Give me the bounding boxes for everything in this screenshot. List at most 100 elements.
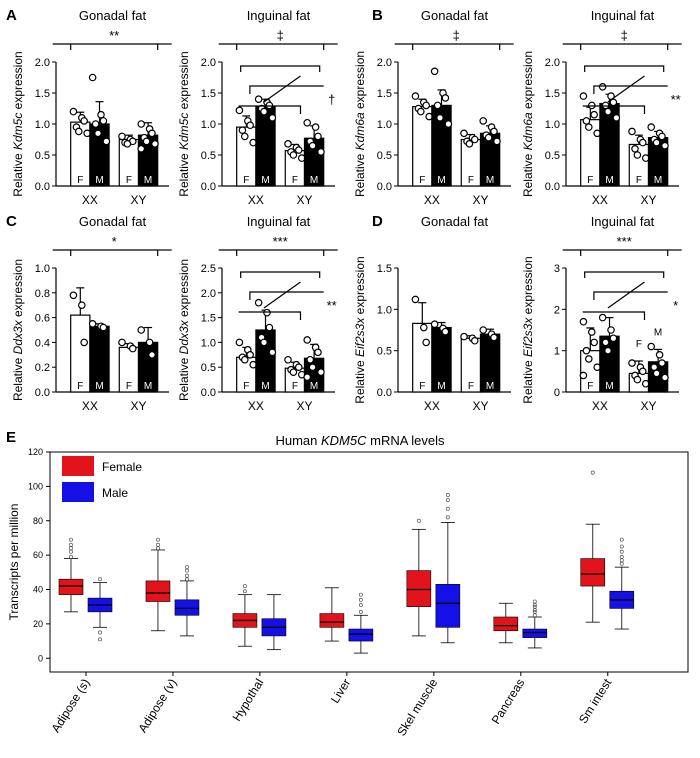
data-point — [69, 107, 78, 116]
y-axis-label: Relative Kdm5c expression — [177, 51, 191, 196]
data-point — [265, 323, 274, 332]
outlier-point — [532, 609, 537, 614]
outlier-point — [619, 537, 624, 542]
significance-label: † — [328, 92, 335, 107]
data-point — [148, 129, 156, 138]
y-tick-label: 0.0 — [377, 387, 392, 399]
y-axis-label-suffix: expression — [177, 51, 191, 112]
data-point — [638, 138, 647, 147]
data-point — [238, 126, 247, 135]
panel-title: Inguinal fat — [591, 8, 655, 23]
data-point — [628, 127, 636, 136]
data-point — [69, 291, 78, 300]
outlier-point — [156, 537, 160, 542]
data-point — [317, 368, 325, 376]
bar-letter: M — [437, 381, 445, 392]
y-tick-label: 1 — [554, 346, 560, 358]
y-tick-label: 1.5 — [35, 88, 50, 100]
y-tick-label: 0.5 — [377, 346, 392, 358]
y-tick-label: 2.0 — [201, 288, 216, 300]
data-point — [655, 350, 664, 359]
y-tick-label: 1.5 — [201, 313, 216, 325]
bar-letter: F — [419, 381, 425, 392]
outlier-point — [619, 561, 624, 566]
bar-letter: F — [636, 339, 642, 350]
bar-letter: F — [77, 175, 83, 186]
y-tick-label: 0.0 — [545, 181, 560, 193]
data-point — [604, 107, 612, 116]
data-point — [631, 145, 639, 153]
y-axis-label: Transcripts per million — [7, 504, 21, 621]
significance-label: * — [673, 298, 678, 313]
significance-label: ‡ — [453, 28, 460, 43]
data-point — [647, 342, 656, 351]
bar-letter: F — [243, 381, 249, 392]
legend-swatch-male — [62, 482, 94, 502]
data-point — [584, 355, 593, 363]
cross-diagonal — [607, 281, 645, 309]
y-axis-label-suffix: expression — [521, 51, 535, 112]
x-category-label: Adipose (v) — [135, 676, 179, 735]
data-point — [80, 117, 88, 125]
data-point — [99, 323, 108, 332]
data-point — [465, 140, 474, 148]
bar-letter: M — [605, 175, 613, 186]
data-point — [303, 118, 312, 127]
data-point — [240, 132, 249, 141]
outlier-point — [242, 584, 247, 589]
y-axis-label-gene: Kdm6a — [521, 112, 535, 150]
data-point — [284, 355, 292, 364]
y-tick-label: 1.5 — [377, 88, 392, 100]
y-axis-label-suffix: expression — [177, 259, 191, 320]
bar-letter: F — [587, 381, 593, 392]
y-tick-label: 0 — [38, 653, 43, 663]
legend-swatch-female — [62, 456, 94, 476]
y-axis-label-gene: Kdm5c — [177, 113, 191, 150]
y-axis-label-prefix: Relative — [177, 354, 191, 401]
data-point — [493, 137, 501, 146]
panel-title: Inguinal fat — [591, 214, 655, 229]
data-point — [652, 138, 661, 147]
data-point — [80, 338, 88, 347]
bar-letter: M — [95, 175, 103, 186]
data-point — [77, 301, 86, 310]
x-category-label: XX — [592, 399, 608, 413]
cross-bracket-bottom — [582, 105, 646, 114]
significance-label: ‡ — [277, 28, 284, 43]
significance-label: ‡ — [621, 28, 628, 43]
significance-bracket — [580, 249, 669, 256]
x-category-label: XY — [130, 193, 146, 207]
y-tick-label: 0.0 — [377, 181, 392, 193]
data-point — [148, 350, 156, 359]
y-tick-label: 2.5 — [201, 263, 216, 275]
data-point — [311, 123, 320, 131]
bar-letter: F — [636, 175, 642, 186]
data-point — [151, 140, 159, 148]
panel-label: D — [372, 213, 383, 230]
x-category-label: Hypothal — [229, 676, 266, 724]
data-point — [99, 117, 108, 125]
data-point — [94, 129, 102, 138]
panel-D1: D Gonadal fat 0.0 0.5 1.0 1.5 Relative Eif2s3x… — [353, 213, 511, 413]
y-tick-label: 0.0 — [35, 181, 50, 193]
box-male — [522, 628, 548, 638]
y-tick-label: 2.0 — [201, 57, 216, 69]
y-tick-label: 0.8 — [35, 288, 50, 300]
y-tick-label: 1.0 — [35, 263, 50, 275]
x-category-label: XX — [248, 399, 264, 413]
significance-bracket — [236, 43, 325, 50]
significance-bracket — [236, 249, 325, 256]
significance-bracket — [580, 43, 669, 50]
outlier-point — [69, 554, 73, 559]
data-point — [118, 132, 126, 141]
y-tick-label: 0.4 — [35, 337, 50, 349]
bar-letter: F — [243, 175, 249, 186]
significance-label: ** — [109, 28, 119, 43]
y-axis-label: Relative Eif2s3x expression — [353, 256, 367, 403]
y-axis-label: Relative Ddx3x expression — [11, 259, 25, 401]
outlier-point — [590, 470, 595, 475]
y-tick-label: 1.0 — [35, 119, 50, 131]
data-point — [419, 323, 428, 332]
data-point — [470, 336, 479, 345]
bar-letter: F — [77, 381, 83, 392]
